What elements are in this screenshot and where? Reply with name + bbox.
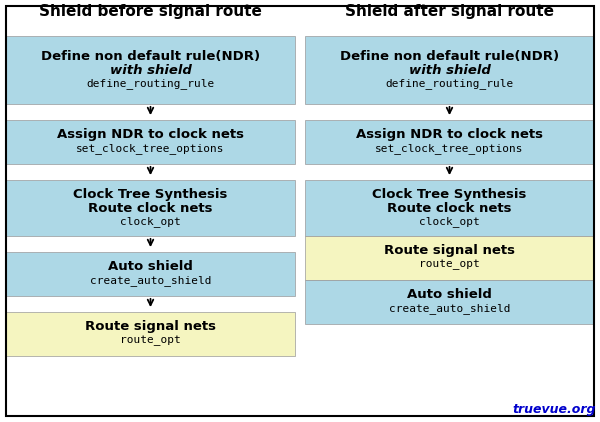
Text: Clock Tree Synthesis: Clock Tree Synthesis (73, 188, 227, 201)
Text: Shield after signal route: Shield after signal route (345, 4, 554, 19)
Text: with shield: with shield (409, 63, 490, 76)
Text: Shield before signal route: Shield before signal route (39, 4, 262, 19)
Bar (6, 180, 295, 236)
Text: route_opt: route_opt (120, 336, 181, 346)
Text: clock_opt: clock_opt (419, 216, 480, 227)
Text: Route clock nets: Route clock nets (88, 201, 213, 214)
Bar (305, 36, 594, 104)
Text: truevue.org: truevue.org (512, 403, 596, 416)
Text: define_routing_rule: define_routing_rule (385, 78, 514, 89)
Text: create_auto_shield: create_auto_shield (389, 303, 510, 314)
Text: define_routing_rule: define_routing_rule (86, 78, 215, 89)
Text: create_auto_shield: create_auto_shield (90, 276, 211, 287)
Bar (6, 252, 295, 296)
Text: Define non default rule(NDR): Define non default rule(NDR) (340, 50, 559, 63)
Text: Auto shield: Auto shield (407, 289, 492, 301)
Text: Auto shield: Auto shield (108, 260, 193, 273)
Bar (305, 236, 594, 280)
Text: Route signal nets: Route signal nets (85, 320, 216, 333)
Text: Route signal nets: Route signal nets (384, 244, 515, 257)
Text: with shield: with shield (110, 63, 191, 76)
Text: set_clock_tree_options: set_clock_tree_options (76, 143, 225, 154)
Bar (6, 36, 295, 104)
Bar (305, 280, 594, 324)
Bar (305, 120, 594, 164)
Text: clock_opt: clock_opt (120, 216, 181, 227)
Text: Route clock nets: Route clock nets (387, 201, 512, 214)
Bar (6, 312, 295, 356)
Bar (6, 120, 295, 164)
Bar (305, 180, 594, 236)
Text: set_clock_tree_options: set_clock_tree_options (375, 143, 524, 154)
Text: route_opt: route_opt (419, 260, 480, 270)
Text: Clock Tree Synthesis: Clock Tree Synthesis (373, 188, 527, 201)
Text: Assign NDR to clock nets: Assign NDR to clock nets (57, 128, 244, 141)
Text: Assign NDR to clock nets: Assign NDR to clock nets (356, 128, 543, 141)
Text: Define non default rule(NDR): Define non default rule(NDR) (41, 50, 260, 63)
